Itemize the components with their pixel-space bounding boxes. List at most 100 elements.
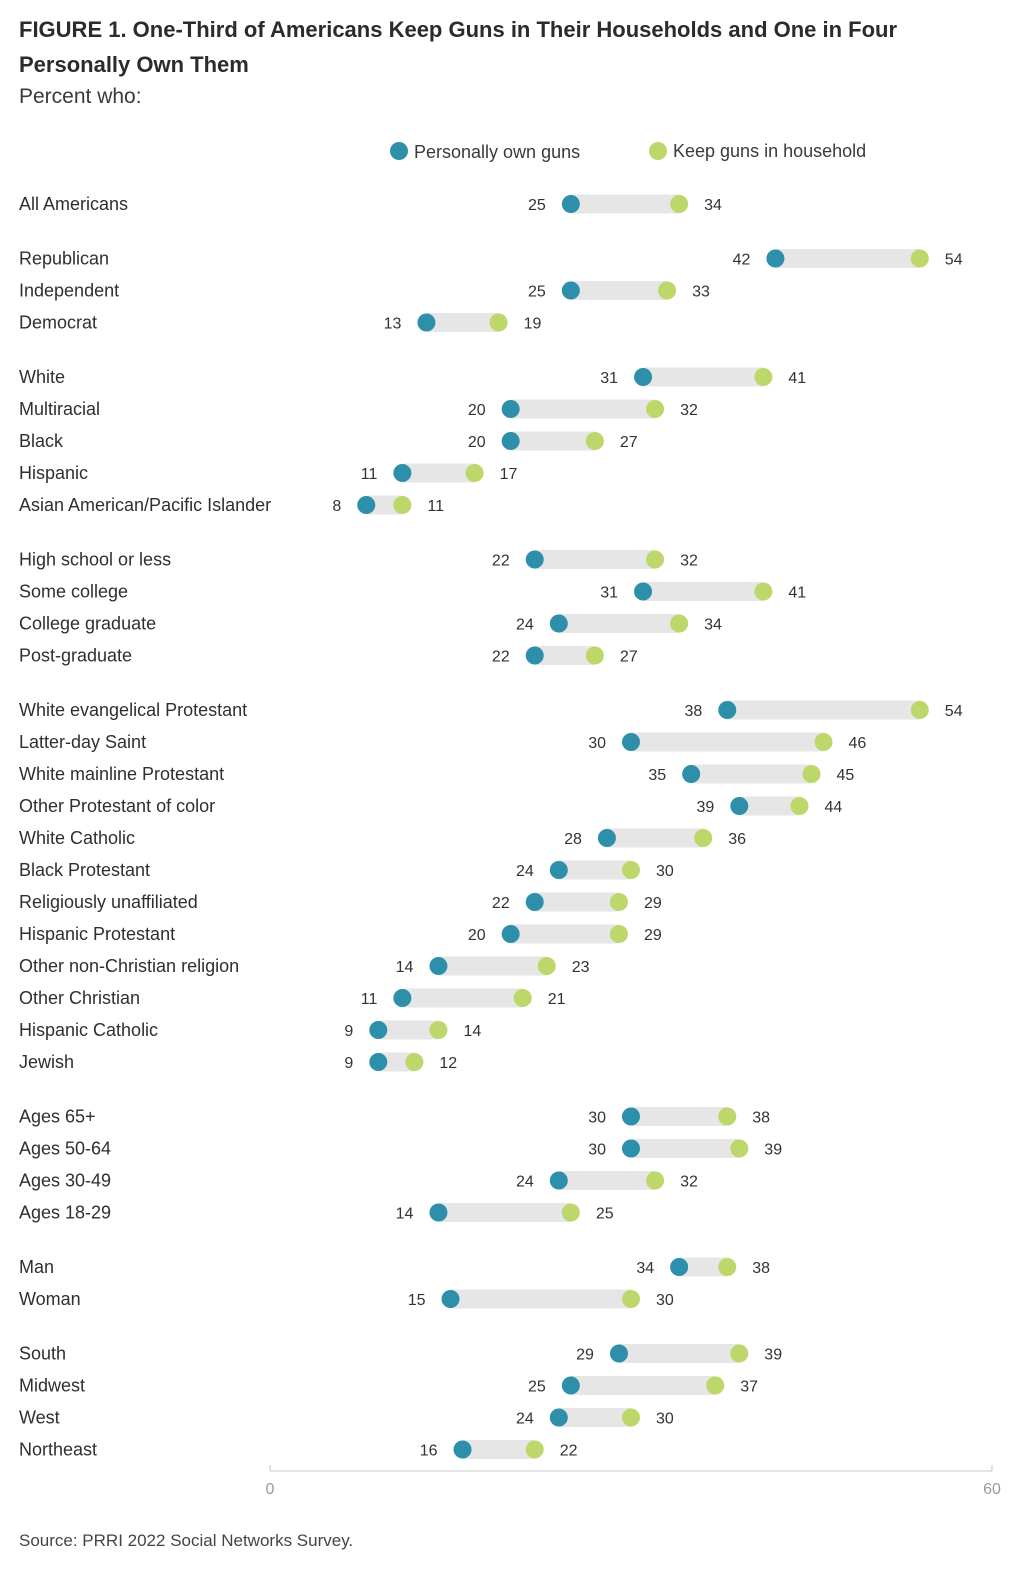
own-dot — [670, 1258, 689, 1276]
household-dot — [694, 829, 713, 847]
household-value-label: 27 — [620, 434, 638, 451]
row-label: White — [19, 367, 65, 387]
own-value-label: 30 — [588, 735, 606, 752]
own-dot — [622, 1139, 640, 1158]
row-label: Jewish — [19, 1052, 74, 1072]
own-dot — [622, 733, 640, 751]
legend-own-label: Personally own guns — [414, 142, 580, 162]
row-label: Post-graduate — [19, 646, 132, 666]
household-dot — [754, 368, 773, 386]
household-dot — [790, 797, 809, 815]
row-label: Republican — [19, 249, 109, 269]
household-dot — [561, 1203, 580, 1222]
own-value-label: 30 — [588, 1142, 606, 1159]
range-bar — [631, 1139, 740, 1158]
own-dot — [634, 582, 653, 601]
own-value-label: 24 — [516, 863, 534, 880]
own-dot — [369, 1021, 388, 1039]
x-tick-label: 0 — [266, 1481, 275, 1498]
own-value-label: 42 — [733, 252, 751, 269]
own-dot — [561, 195, 580, 213]
household-dot — [814, 733, 833, 751]
range-bar — [534, 550, 656, 569]
household-dot — [802, 765, 821, 783]
row-label: College graduate — [19, 614, 156, 634]
range-bar — [510, 431, 595, 451]
household-value-label: 38 — [752, 1260, 770, 1277]
row-label: Latter-day Saint — [19, 732, 146, 752]
household-dot — [622, 1408, 640, 1427]
household-dot — [609, 893, 628, 911]
own-dot — [501, 400, 520, 418]
own-dot — [369, 1053, 388, 1071]
own-value-label: 22 — [492, 553, 510, 570]
range-bar — [643, 582, 764, 601]
own-dot — [549, 614, 568, 633]
household-value-label: 30 — [656, 1411, 674, 1428]
household-dot — [622, 1290, 640, 1308]
household-dot — [585, 432, 604, 450]
own-value-label: 34 — [636, 1260, 654, 1277]
own-value-label: 9 — [344, 1055, 353, 1072]
own-value-label: 20 — [468, 434, 486, 451]
own-value-label: 22 — [492, 895, 510, 912]
own-dot — [525, 646, 544, 665]
range-bar — [558, 614, 680, 633]
household-value-label: 41 — [788, 370, 806, 387]
own-dot — [634, 368, 653, 386]
row-label: Some college — [19, 582, 128, 602]
own-dot — [393, 989, 412, 1007]
range-bar — [450, 1289, 631, 1309]
household-value-label: 29 — [644, 895, 662, 912]
household-value-label: 54 — [945, 703, 963, 720]
range-bar — [570, 1376, 716, 1395]
household-value-label: 38 — [752, 1110, 770, 1127]
own-value-label: 25 — [528, 1379, 546, 1396]
own-value-label: 24 — [516, 617, 534, 634]
household-dot — [730, 1139, 749, 1158]
own-dot — [766, 249, 785, 268]
range-bar — [631, 1107, 728, 1126]
own-dot — [429, 957, 448, 975]
range-bar — [378, 1020, 439, 1040]
household-dot — [405, 1053, 424, 1071]
household-dot — [622, 861, 640, 879]
range-bar — [402, 463, 475, 483]
household-value-label: 25 — [596, 1206, 614, 1223]
household-value-label: 34 — [704, 617, 722, 634]
household-value-label: 12 — [439, 1055, 457, 1072]
own-value-label: 24 — [516, 1411, 534, 1428]
row-label: Hispanic Catholic — [19, 1020, 158, 1040]
own-value-label: 25 — [528, 197, 546, 214]
own-value-label: 14 — [396, 959, 414, 976]
row-label: All Americans — [19, 194, 128, 214]
own-value-label: 13 — [384, 316, 402, 333]
range-bar — [438, 1203, 571, 1222]
household-dot — [537, 957, 556, 975]
own-value-label: 31 — [600, 585, 618, 602]
own-value-label: 30 — [588, 1110, 606, 1127]
row-label: Black Protestant — [19, 860, 150, 880]
legend-household-marker — [649, 142, 667, 160]
own-dot — [429, 1203, 448, 1222]
range-bar — [631, 732, 824, 752]
household-dot — [730, 1344, 749, 1363]
own-dot — [417, 313, 436, 332]
household-dot — [489, 313, 508, 332]
row-label: Man — [19, 1257, 54, 1277]
range-bar — [558, 860, 631, 880]
household-dot — [429, 1021, 448, 1039]
row-label: Independent — [19, 281, 119, 301]
household-value-label: 30 — [656, 1292, 674, 1309]
household-dot — [754, 582, 773, 601]
row-label: Black — [19, 431, 64, 451]
range-bar — [534, 892, 619, 912]
range-bar — [378, 1052, 415, 1072]
household-value-label: 22 — [560, 1443, 578, 1460]
household-dot — [609, 925, 628, 943]
household-dot — [706, 1376, 725, 1395]
household-value-label: 32 — [680, 1174, 698, 1191]
own-value-label: 35 — [648, 767, 666, 784]
household-dot — [718, 1258, 737, 1276]
